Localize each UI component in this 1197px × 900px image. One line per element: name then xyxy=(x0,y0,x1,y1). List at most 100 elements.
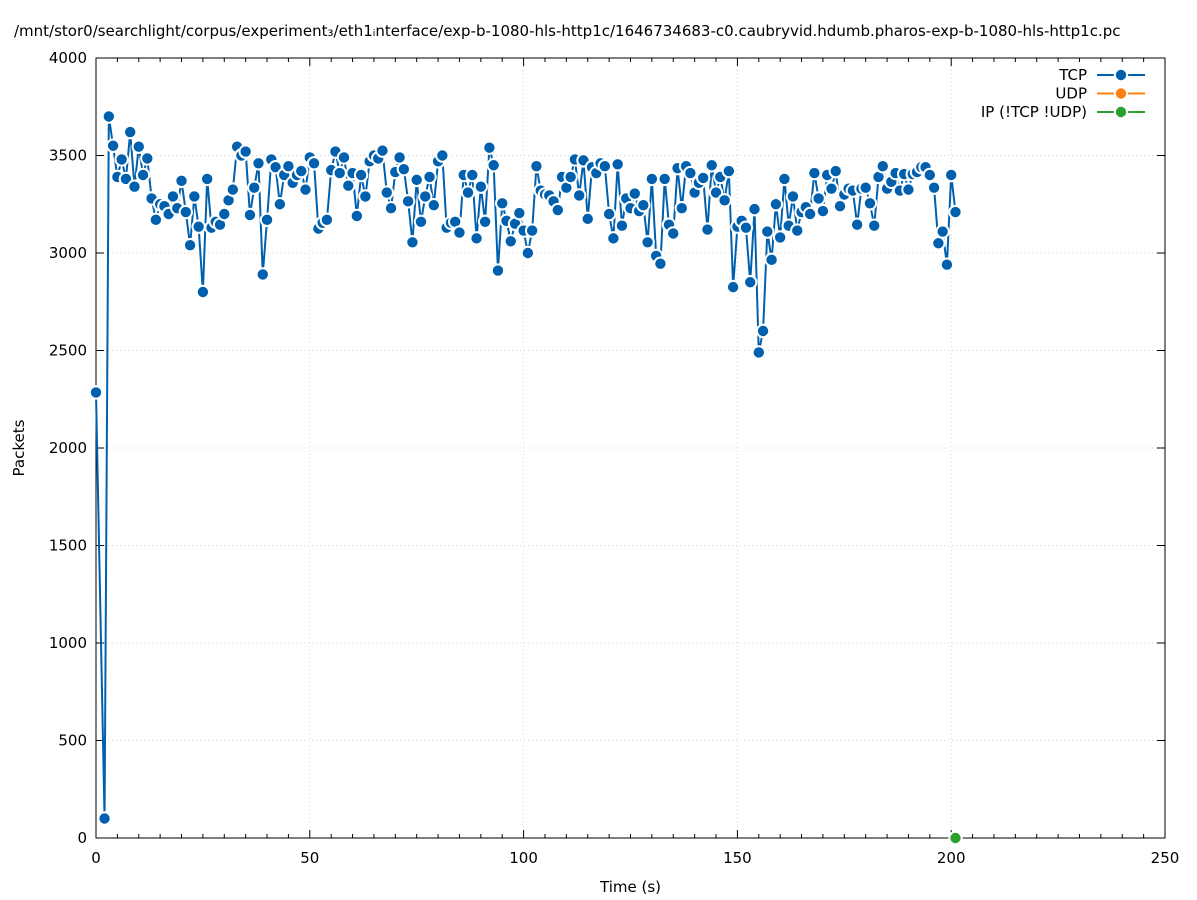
data-point xyxy=(524,223,540,238)
data-point xyxy=(418,189,433,204)
data-point xyxy=(862,196,878,211)
data-point xyxy=(610,157,625,172)
data-point xyxy=(114,152,129,167)
data-point xyxy=(653,256,668,271)
data-point xyxy=(97,811,112,826)
data-point xyxy=(174,173,189,189)
data-point xyxy=(790,223,805,238)
data-point xyxy=(640,235,655,250)
data-point xyxy=(477,214,493,230)
data-point xyxy=(319,212,335,228)
data-point xyxy=(939,257,955,272)
data-point xyxy=(105,138,121,153)
data-point xyxy=(948,830,963,846)
data-point xyxy=(601,206,617,222)
data-point xyxy=(298,182,313,197)
data-point xyxy=(717,193,732,208)
y-axis-title: Packets xyxy=(10,419,28,476)
data-point xyxy=(802,206,818,222)
legend-entry: UDP xyxy=(1055,85,1145,103)
data-point xyxy=(191,219,206,234)
data-point xyxy=(875,159,890,174)
data-point xyxy=(332,165,347,181)
data-point xyxy=(512,205,527,221)
data-point xyxy=(867,218,882,233)
x-tick-label: 200 xyxy=(937,849,966,867)
data-point xyxy=(490,263,506,278)
data-point xyxy=(495,196,510,211)
series-2 xyxy=(948,830,963,846)
data-point xyxy=(473,179,489,194)
y-tick-label: 4000 xyxy=(49,49,87,67)
x-tick-label: 0 xyxy=(91,849,101,867)
data-point xyxy=(747,201,762,217)
x-axis-title: Time (s) xyxy=(599,878,661,896)
data-point xyxy=(832,199,848,214)
data-point xyxy=(255,267,270,282)
data-point xyxy=(944,167,959,183)
data-point xyxy=(358,189,373,204)
data-point xyxy=(465,167,480,183)
data-point xyxy=(777,171,792,187)
data-point xyxy=(751,345,766,360)
data-point xyxy=(828,163,843,179)
y-tick-label: 500 xyxy=(58,732,87,750)
data-point xyxy=(858,180,873,195)
data-point xyxy=(101,109,117,124)
data-point xyxy=(140,151,155,166)
data-point xyxy=(148,212,164,228)
data-point xyxy=(259,212,275,228)
data-point xyxy=(178,204,193,220)
data-point xyxy=(225,182,241,197)
data-point xyxy=(529,159,544,174)
data-point xyxy=(127,179,142,194)
series-0 xyxy=(88,109,963,826)
data-point xyxy=(597,159,613,174)
legend-marker xyxy=(1113,67,1129,83)
legend-label: TCP xyxy=(1058,66,1087,84)
y-tick-label: 0 xyxy=(77,829,87,847)
data-point xyxy=(294,163,309,179)
data-point xyxy=(135,167,151,183)
x-tick-label: 250 xyxy=(1151,849,1180,867)
data-point xyxy=(353,167,369,183)
plot-frame xyxy=(95,57,1166,839)
data-point xyxy=(811,191,826,206)
data-point xyxy=(379,185,394,200)
data-point xyxy=(272,197,288,212)
data-point xyxy=(674,200,690,216)
data-point xyxy=(550,202,566,218)
data-point xyxy=(422,169,437,185)
series-layer xyxy=(88,109,963,846)
data-point xyxy=(644,171,660,187)
data-point xyxy=(409,172,424,188)
data-point xyxy=(520,245,536,261)
x-tick-label: 150 xyxy=(723,849,752,867)
data-point xyxy=(383,200,399,216)
data-point xyxy=(704,158,719,173)
x-tick-label: 100 xyxy=(509,849,538,867)
data-point xyxy=(452,225,467,240)
data-point xyxy=(725,279,741,295)
data-point xyxy=(807,165,822,181)
data-point xyxy=(349,208,365,224)
data-point xyxy=(755,323,771,339)
legend-marker xyxy=(1113,86,1129,101)
data-point xyxy=(165,189,181,204)
data-point xyxy=(683,165,698,181)
data-point xyxy=(503,234,518,249)
data-point xyxy=(336,150,352,165)
data-point xyxy=(251,156,266,171)
data-point xyxy=(281,159,296,174)
data-point xyxy=(571,188,587,203)
data-point xyxy=(396,161,412,177)
y-tick-label: 1000 xyxy=(49,634,87,652)
data-point xyxy=(375,143,390,158)
data-point xyxy=(405,235,420,250)
data-point xyxy=(217,206,232,222)
data-point xyxy=(563,169,578,185)
data-point xyxy=(580,211,595,227)
data-point xyxy=(242,207,258,223)
data-point xyxy=(627,186,642,201)
